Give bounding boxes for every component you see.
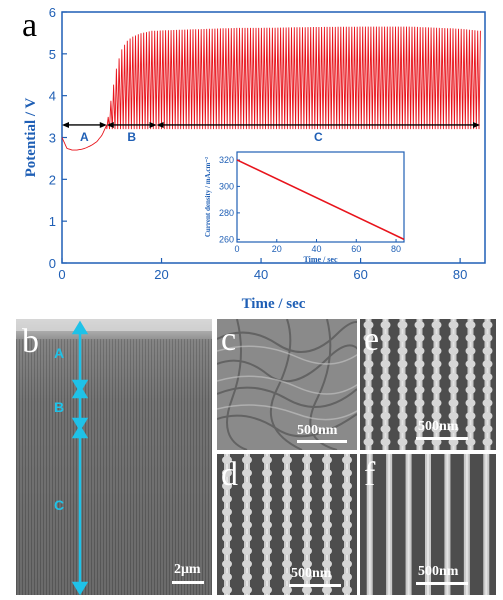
segment-label-b: B bbox=[54, 399, 65, 415]
inset-x-axis-label: Time / sec bbox=[303, 255, 338, 264]
micrograph-d: d 500nm bbox=[217, 454, 357, 595]
inset-x-tick-label: 0 bbox=[234, 244, 239, 254]
region-arrow-head bbox=[149, 121, 157, 128]
y-tick-label: 1 bbox=[49, 214, 56, 229]
x-tick-label: 40 bbox=[254, 267, 268, 282]
inset-y-tick-label: 280 bbox=[219, 208, 234, 218]
micrograph-c-texture bbox=[217, 319, 357, 450]
segment-label-c: C bbox=[54, 497, 65, 513]
region-label: B bbox=[127, 130, 136, 144]
x-tick-label: 0 bbox=[58, 267, 65, 282]
panel-label-d: d bbox=[221, 456, 238, 493]
micrograph-f: f 500nm bbox=[360, 454, 496, 595]
scale-bar-b bbox=[172, 581, 204, 584]
x-tick-label: 20 bbox=[154, 267, 168, 282]
y-tick-label: 0 bbox=[49, 256, 56, 271]
micrograph-e-texture bbox=[360, 319, 496, 450]
x-tick-label: 80 bbox=[453, 267, 467, 282]
panel-label-e: e bbox=[364, 321, 380, 358]
inset-y-tick-label: 320 bbox=[219, 155, 234, 165]
scale-label-b: 2μm bbox=[174, 562, 201, 577]
y-tick-label: 4 bbox=[49, 89, 56, 104]
region-arrow-head bbox=[106, 121, 114, 128]
potential-chart: 0 20 40 60 80 0 1 2 3 4 5 6 Time / sec Potential / V a… bbox=[22, 5, 486, 312]
scale-bar-c bbox=[297, 440, 347, 443]
micrograph-c: c 500nm bbox=[217, 319, 357, 450]
y-tick-label: 5 bbox=[49, 47, 56, 62]
inset-x-tick-label: 60 bbox=[351, 244, 361, 254]
y-axis-label: Potential / V bbox=[23, 97, 39, 177]
segment-label-a: A bbox=[54, 345, 65, 361]
scale-bar-d bbox=[289, 584, 341, 587]
micrograph-b-texture bbox=[16, 319, 212, 595]
scale-bar-f bbox=[416, 582, 468, 585]
inset-series-line bbox=[236, 159, 405, 241]
micrograph-f-texture bbox=[360, 454, 496, 595]
panel-label-c: c bbox=[221, 321, 237, 358]
inset-y-tick-label: 300 bbox=[219, 181, 234, 191]
scale-label-d: 500nm bbox=[291, 566, 332, 581]
scale-label-c: 500nm bbox=[297, 423, 338, 438]
region-label: A bbox=[80, 130, 89, 144]
region-arrow-head bbox=[62, 121, 69, 128]
region-arrow-head bbox=[156, 121, 164, 128]
x-axis-label: Time / sec bbox=[242, 296, 306, 312]
inset-y-axis-label: Current density / mA.cm⁻² bbox=[204, 157, 212, 237]
inset-frame bbox=[236, 151, 405, 243]
scale-label-e: 500nm bbox=[418, 419, 459, 434]
region-label: C bbox=[314, 130, 323, 144]
micrograph-d-texture bbox=[217, 454, 357, 595]
scale-bar-e bbox=[416, 437, 468, 440]
panel-label-f: f bbox=[364, 456, 376, 493]
segment-arrows bbox=[71, 320, 89, 595]
y-tick-label: 2 bbox=[49, 172, 56, 187]
inset-x-tick-label: 20 bbox=[272, 244, 282, 254]
x-tick-label: 60 bbox=[353, 267, 367, 282]
inset-x-tick-label: 80 bbox=[391, 244, 401, 254]
region-arrow-head bbox=[99, 121, 107, 128]
inset-x-tick-label: 40 bbox=[312, 244, 322, 254]
y-tick-label: 6 bbox=[49, 5, 56, 20]
region-arrow-head bbox=[473, 121, 481, 128]
y-tick-label: 3 bbox=[49, 131, 56, 146]
panel-label-a: a bbox=[22, 7, 37, 44]
potential-series-line bbox=[61, 26, 481, 151]
scale-label-f: 500nm bbox=[418, 564, 459, 579]
micrograph-b: b A B C 2μm bbox=[16, 319, 212, 595]
micrograph-e: e 500nm bbox=[360, 319, 496, 450]
panel-label-b: b bbox=[22, 323, 39, 360]
inset-y-tick-label: 260 bbox=[219, 234, 234, 244]
